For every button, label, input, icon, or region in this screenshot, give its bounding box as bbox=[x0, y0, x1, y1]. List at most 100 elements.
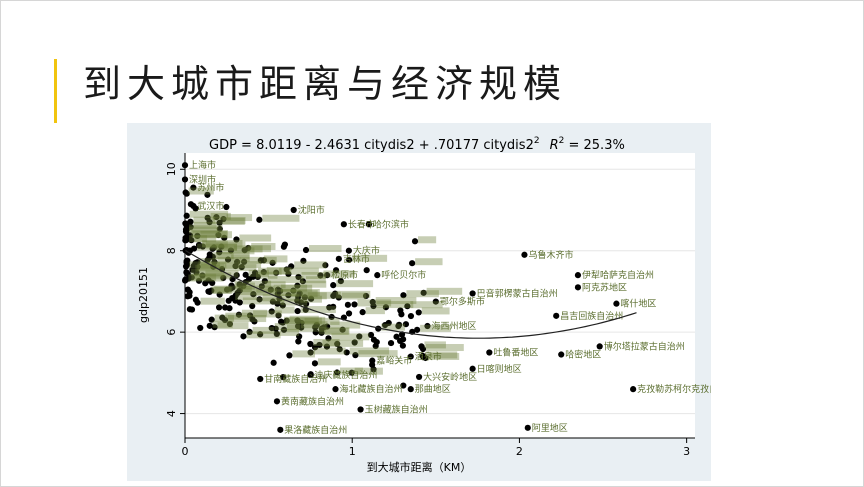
data-point bbox=[302, 246, 310, 254]
data-point bbox=[273, 398, 281, 405]
data-point bbox=[345, 247, 352, 254]
cluster-label-mark bbox=[349, 347, 390, 355]
data-point bbox=[432, 298, 439, 305]
data-point bbox=[367, 331, 375, 339]
data-point bbox=[249, 302, 256, 310]
cluster-label-mark bbox=[197, 263, 225, 271]
data-point bbox=[469, 365, 476, 372]
data-point bbox=[240, 333, 247, 340]
cluster-label-mark bbox=[264, 281, 286, 289]
y-tick-label-3: 10 bbox=[165, 162, 178, 176]
data-point bbox=[295, 273, 302, 281]
data-point bbox=[298, 319, 305, 327]
cluster-label-mark bbox=[263, 255, 288, 263]
cluster-label-mark bbox=[301, 271, 326, 279]
data-point bbox=[223, 286, 231, 293]
data-point bbox=[185, 275, 192, 282]
data-point bbox=[216, 225, 223, 233]
cluster-label-mark bbox=[331, 333, 370, 341]
data-point bbox=[216, 219, 223, 226]
fit-curve bbox=[184, 249, 637, 339]
y-tick-label-0: 4 bbox=[165, 410, 178, 417]
cluster-label-mark bbox=[212, 252, 234, 260]
data-point bbox=[194, 259, 201, 266]
data-point bbox=[312, 324, 319, 331]
data-point bbox=[249, 316, 256, 323]
point-label: 苏州市 bbox=[197, 182, 224, 194]
y-tick-label-1: 6 bbox=[165, 329, 178, 336]
point-label: 哈密地区 bbox=[565, 349, 601, 361]
data-point bbox=[279, 302, 286, 309]
data-point bbox=[240, 258, 248, 265]
cluster-label-mark bbox=[248, 269, 269, 277]
data-point bbox=[298, 324, 305, 331]
cluster-label-mark bbox=[284, 316, 326, 324]
data-point bbox=[312, 329, 319, 336]
data-point bbox=[402, 321, 410, 328]
cluster-label-mark bbox=[281, 284, 308, 292]
cluster-label-mark bbox=[225, 264, 257, 272]
data-point bbox=[296, 333, 303, 340]
data-point bbox=[275, 312, 282, 319]
cluster-label-mark bbox=[205, 241, 246, 249]
cluster-label-mark bbox=[234, 280, 272, 288]
data-point bbox=[333, 369, 341, 376]
data-point bbox=[220, 215, 227, 223]
cluster-label-mark bbox=[292, 350, 315, 358]
data-point bbox=[236, 287, 243, 294]
data-point bbox=[238, 263, 245, 271]
data-point bbox=[317, 272, 324, 279]
data-point bbox=[307, 371, 314, 378]
cluster-label-mark bbox=[191, 273, 217, 281]
data-point bbox=[227, 247, 235, 254]
data-point bbox=[348, 369, 355, 376]
cluster-label-mark bbox=[252, 326, 275, 334]
data-point bbox=[409, 260, 416, 267]
data-point bbox=[276, 288, 284, 295]
point-label: 嘉峪关市 bbox=[376, 355, 412, 367]
cluster-label-mark bbox=[291, 290, 318, 298]
data-point bbox=[225, 297, 232, 304]
data-point bbox=[524, 424, 531, 431]
cluster-label-mark bbox=[189, 210, 229, 218]
data-point bbox=[184, 270, 191, 277]
x-tick-label-1: 1 bbox=[349, 445, 356, 458]
cluster-label-mark bbox=[255, 271, 278, 279]
point-label: 呼伦贝尔市 bbox=[381, 269, 426, 281]
title-accent-bar bbox=[54, 59, 57, 123]
cluster-label-mark bbox=[193, 216, 216, 224]
data-point bbox=[418, 343, 425, 350]
data-point bbox=[233, 236, 240, 243]
point-label: 鄂尔多斯市 bbox=[440, 296, 485, 308]
cluster-label-mark bbox=[294, 261, 327, 269]
cluster-label-mark bbox=[222, 217, 245, 225]
data-point bbox=[316, 341, 323, 349]
r2-value: = 25.3% bbox=[564, 138, 624, 153]
cluster-label-mark bbox=[226, 214, 253, 222]
data-point bbox=[300, 257, 307, 264]
cluster-label-mark bbox=[352, 254, 388, 262]
data-point bbox=[307, 340, 314, 348]
cluster-label-mark bbox=[300, 295, 322, 303]
cluster-label-mark bbox=[189, 261, 227, 269]
cluster-label-mark bbox=[231, 254, 250, 262]
point-label: 昌吉回族自治州 bbox=[560, 310, 623, 322]
grid-lines bbox=[185, 168, 695, 415]
data-point bbox=[232, 297, 239, 304]
data-point bbox=[191, 245, 198, 252]
cluster-label-mark bbox=[212, 286, 233, 294]
cluster-label-mark bbox=[336, 280, 374, 288]
equation-sup: 2 bbox=[534, 136, 540, 146]
cluster-label-mark bbox=[214, 285, 252, 293]
data-point bbox=[246, 328, 253, 336]
point-label: 沈阳市 bbox=[298, 204, 325, 216]
data-point bbox=[420, 289, 427, 296]
cluster-label-mark bbox=[241, 309, 268, 317]
data-point bbox=[330, 282, 337, 289]
data-point bbox=[290, 287, 297, 294]
cluster-label-mark bbox=[287, 324, 327, 332]
data-point bbox=[424, 322, 431, 330]
cluster-label-mark bbox=[200, 297, 225, 305]
cluster-label-mark bbox=[211, 286, 231, 294]
